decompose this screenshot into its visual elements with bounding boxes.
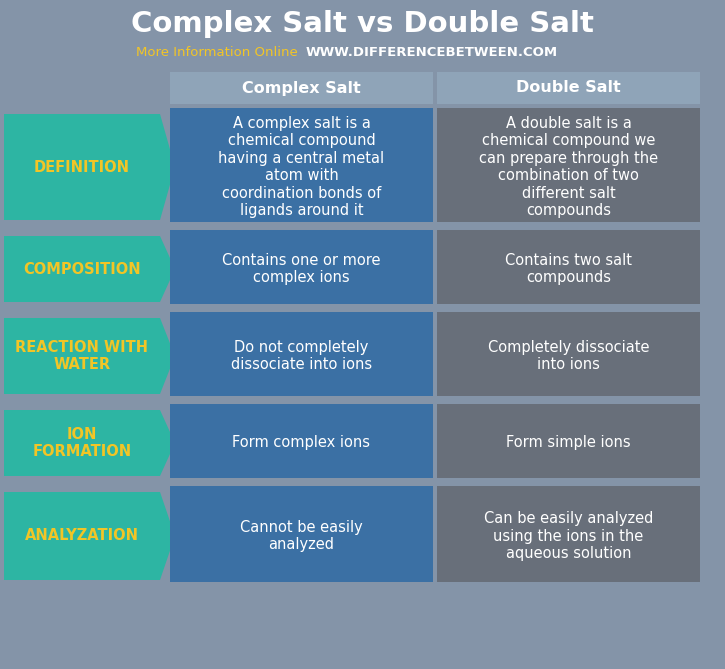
FancyBboxPatch shape [170, 230, 433, 304]
Polygon shape [4, 236, 175, 302]
Text: Double Salt: Double Salt [516, 80, 621, 96]
Text: A double salt is a
chemical compound we
can prepare through the
combination of t: A double salt is a chemical compound we … [479, 116, 658, 218]
Text: A complex salt is a
chemical compound
having a central metal
atom with
coordinat: A complex salt is a chemical compound ha… [218, 116, 384, 218]
Text: Cannot be easily
analyzed: Cannot be easily analyzed [240, 520, 363, 552]
FancyBboxPatch shape [437, 404, 700, 478]
Text: Completely dissociate
into ions: Completely dissociate into ions [488, 340, 650, 372]
FancyBboxPatch shape [437, 230, 700, 304]
FancyBboxPatch shape [437, 486, 700, 582]
Text: COMPOSITION: COMPOSITION [23, 262, 141, 276]
FancyBboxPatch shape [170, 404, 433, 478]
Polygon shape [4, 410, 175, 476]
FancyBboxPatch shape [170, 486, 433, 582]
Text: WWW.DIFFERENCEBETWEEN.COM: WWW.DIFFERENCEBETWEEN.COM [306, 46, 558, 59]
Text: Complex Salt: Complex Salt [242, 80, 361, 96]
Text: Contains two salt
compounds: Contains two salt compounds [505, 253, 632, 285]
FancyBboxPatch shape [170, 312, 433, 396]
Text: More Information Online: More Information Online [136, 46, 298, 59]
FancyBboxPatch shape [437, 312, 700, 396]
Text: Can be easily analyzed
using the ions in the
aqueous solution: Can be easily analyzed using the ions in… [484, 511, 653, 561]
FancyBboxPatch shape [437, 108, 700, 222]
Polygon shape [4, 492, 175, 580]
Text: Contains one or more
complex ions: Contains one or more complex ions [223, 253, 381, 285]
FancyBboxPatch shape [170, 108, 433, 222]
Polygon shape [4, 318, 175, 394]
FancyBboxPatch shape [437, 72, 700, 104]
Text: Form complex ions: Form complex ions [233, 436, 370, 450]
FancyBboxPatch shape [170, 72, 433, 104]
Text: Complex Salt vs Double Salt: Complex Salt vs Double Salt [131, 10, 594, 38]
Text: DEFINITION: DEFINITION [34, 159, 130, 175]
Text: ANALYZATION: ANALYZATION [25, 529, 139, 543]
Text: ION
FORMATION: ION FORMATION [33, 427, 131, 459]
Text: REACTION WITH
WATER: REACTION WITH WATER [15, 340, 149, 372]
Text: Form simple ions: Form simple ions [506, 436, 631, 450]
Polygon shape [4, 114, 175, 220]
Text: Do not completely
dissociate into ions: Do not completely dissociate into ions [231, 340, 372, 372]
